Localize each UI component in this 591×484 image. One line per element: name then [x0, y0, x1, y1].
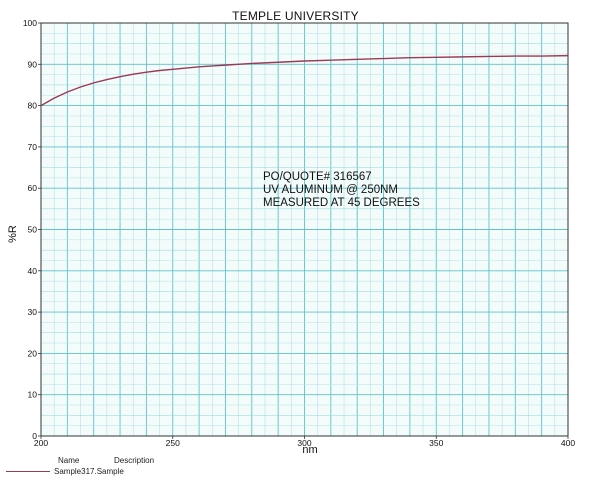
y-tick-label: 50 [28, 225, 38, 235]
x-tick-label: 350 [429, 438, 443, 448]
y-tick-label: 100 [23, 18, 37, 28]
tick-labels: 0 10 20 30 40 50 60 70 80 90 100 200 250 300 350 400 [23, 18, 576, 448]
annotation-line-3: MEASURED AT 45 DEGREES [263, 197, 420, 209]
axes [38, 22, 569, 439]
series [40, 54, 569, 107]
y-axis-label: %R [7, 225, 19, 243]
y-tick-label: 30 [28, 307, 38, 317]
chart-annotation: PO/QUOTE# 316567 UV ALUMINUM @ 250NM MEA… [263, 171, 420, 210]
y-tick-label: 40 [28, 266, 38, 276]
legend-swatch [6, 470, 50, 472]
annotation-line-2: UV ALUMINUM @ 250NM [263, 184, 399, 196]
x-axis-label: nm [302, 444, 318, 456]
y-tick-label: 0 [32, 431, 37, 441]
legend-entry: Sample317.Sample [6, 466, 124, 476]
y-tick-label: 10 [28, 390, 38, 400]
annotation-line-1: PO/QUOTE# 316567 [263, 171, 372, 183]
y-tick-label: 90 [28, 59, 38, 69]
chart-title: TEMPLE UNIVERSITY [232, 9, 359, 23]
legend-header-description: Description [114, 456, 155, 465]
x-tick-label: 200 [34, 438, 48, 448]
grid [40, 22, 569, 437]
y-tick-label: 80 [28, 101, 38, 111]
y-tick-label: 70 [28, 142, 38, 152]
x-tick-label: 250 [166, 438, 180, 448]
y-tick-label: 20 [28, 348, 38, 358]
x-tick-label: 300 [297, 438, 311, 448]
y-tick-label: 60 [28, 183, 38, 193]
x-tick-label: 400 [561, 438, 575, 448]
series-line [40, 54, 569, 107]
legend-header-name: Name [58, 456, 80, 465]
legend-label: Sample317.Sample [54, 466, 124, 476]
